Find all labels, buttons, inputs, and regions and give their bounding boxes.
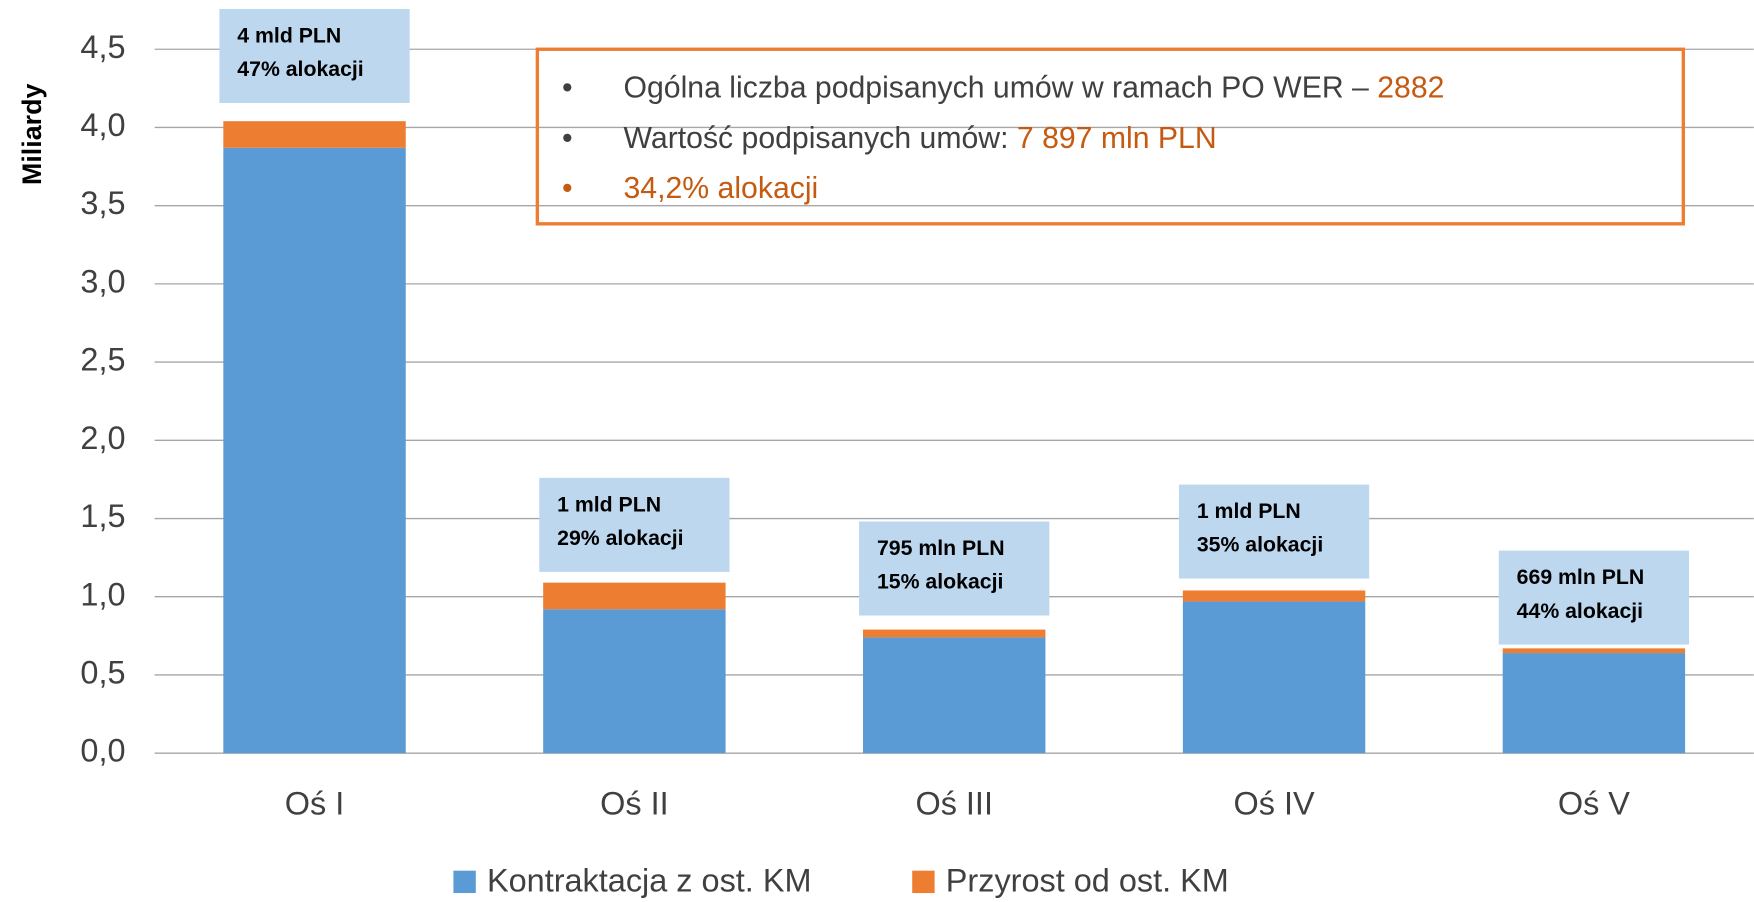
bar-segment [1502,648,1686,654]
annotation-text: 44% alokacji [1517,599,1643,623]
y-tick-label: 2,0 [80,420,125,456]
annotation-text: 47% alokacji [237,57,363,81]
y-tick-label: 0,5 [80,655,125,691]
info-bullet: • [562,122,573,155]
legend-label: Kontraktacja z ost. KM [487,863,812,899]
annotation-box [1178,484,1370,579]
annotation-box [539,477,730,572]
info-text: Ogólna liczba podpisanych umów w ramach … [624,72,1445,105]
x-tick-label: Oś III [915,785,993,821]
info-text-part: 2882 [1377,72,1444,105]
annotation-text: 1 mld PLN [1197,499,1301,523]
annotation-box [859,521,1050,616]
info-text-part: Ogólna liczba podpisanych umów w ramach … [624,72,1378,105]
info-text-part: 7 897 mln PLN [1017,122,1217,155]
annotation-text: 795 mln PLN [877,536,1005,560]
y-tick-label: 1,0 [80,576,125,612]
x-tick-label: Oś V [1558,785,1630,821]
info-text-part: 34,2% alokacji [624,172,819,205]
annotation-text: 669 mln PLN [1517,565,1645,589]
legend-swatch [453,870,476,894]
annotation-text: 15% alokacji [877,570,1003,594]
bar-segment [543,609,726,754]
annotation-box [219,8,410,103]
annotation-text: 35% alokacji [1197,533,1323,557]
y-tick-label: 3,5 [80,185,125,221]
info-box [535,47,1685,226]
legend-label: Przyrost od ost. KM [946,863,1229,899]
bar-segment [1182,590,1366,602]
y-tick-label: 1,5 [80,498,125,534]
y-axis-label: Miliardy [17,84,47,186]
info-bullet: • [562,172,573,205]
y-tick-label: 4,5 [80,29,125,65]
bar-segment [543,582,726,610]
bar-segment [223,147,406,754]
x-tick-label: Oś I [285,785,344,821]
annotation-box [1498,550,1690,645]
bar-segment [1182,601,1366,754]
annotation-text: 1 mld PLN [557,492,661,516]
y-tick-label: 3,0 [80,263,125,299]
annotation-text: 29% alokacji [557,526,683,550]
y-tick-label: 0,0 [80,733,125,769]
bar-segment [863,637,1046,754]
legend-swatch [912,870,935,894]
x-tick-label: Oś II [600,785,669,821]
bar-segment [223,121,406,148]
info-text-part: Wartość podpisanych umów: [624,122,1017,155]
x-tick-label: Oś IV [1233,785,1314,821]
info-text: 34,2% alokacji [624,172,819,205]
bar-segment [1502,653,1686,754]
info-bullet: • [562,72,573,105]
y-tick-label: 4,0 [80,107,125,143]
bar-segment [863,629,1046,638]
y-tick-label: 2,5 [80,342,125,378]
annotation-text: 4 mld PLN [237,24,341,48]
info-text: Wartość podpisanych umów: 7 897 mln PLN [624,122,1217,155]
